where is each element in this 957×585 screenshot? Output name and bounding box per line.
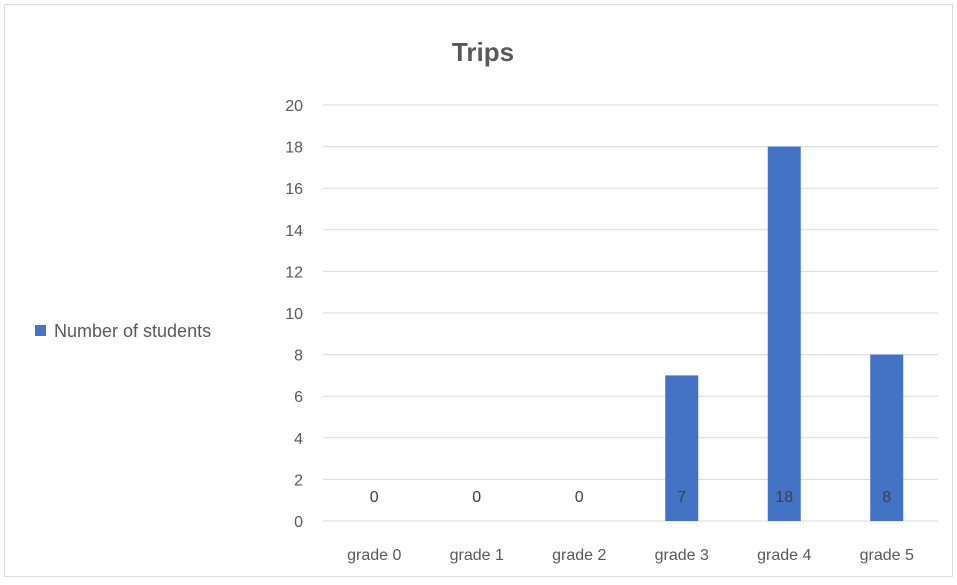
legend-swatch	[35, 325, 46, 336]
chart-title: Trips	[452, 37, 514, 67]
y-tick-label-18: 18	[285, 140, 303, 157]
legend-label: Number of students	[54, 321, 211, 341]
x-tick-label-grade-1: grade 1	[450, 547, 504, 564]
y-tick-label-16: 16	[285, 181, 303, 198]
y-tick-label-4: 4	[294, 431, 303, 448]
data-label-grade-2: 0	[575, 489, 584, 506]
y-tick-label-14: 14	[285, 223, 303, 240]
data-label-grade-0: 0	[370, 489, 379, 506]
data-label-grade-3: 7	[677, 489, 686, 506]
bar-chart: Trips Number of students 0 2 4 6 8 10 12 14 16 18…	[35, 37, 938, 564]
x-tick-label-grade-3: grade 3	[655, 547, 709, 564]
x-tick-label-grade-5: grade 5	[860, 547, 914, 564]
bar-grade-4	[767, 146, 801, 521]
legend: Number of students	[35, 321, 211, 341]
x-tick-label-grade-0: grade 0	[347, 547, 401, 564]
chart-frame: Trips Number of students 0 2 4 6 8 10 12 14 16 18…	[4, 4, 953, 577]
y-tick-label-0: 0	[294, 514, 303, 531]
y-tick-label-8: 8	[294, 348, 303, 365]
y-tick-label-10: 10	[285, 306, 303, 323]
y-axis-ticks: 0 2 4 6 8 10 12 14 16 18 20	[285, 98, 303, 531]
bars	[665, 146, 904, 521]
x-tick-label-grade-2: grade 2	[552, 547, 606, 564]
x-axis-labels: grade 0 grade 1 grade 2 grade 3 grade 4 grade…	[347, 547, 914, 564]
data-label-grade-5: 8	[882, 489, 891, 506]
y-tick-label-20: 20	[285, 98, 303, 115]
data-labels: 0 0 0 7 18 8	[370, 489, 892, 506]
data-label-grade-4: 18	[775, 489, 793, 506]
data-label-grade-1: 0	[472, 489, 481, 506]
y-tick-label-12: 12	[285, 264, 303, 281]
y-tick-label-2: 2	[294, 472, 303, 489]
bar-grade-5	[870, 354, 904, 521]
x-tick-label-grade-4: grade 4	[757, 547, 811, 564]
grid-lines	[323, 104, 938, 522]
bar-grade-3	[665, 375, 699, 521]
y-tick-label-6: 6	[294, 389, 303, 406]
